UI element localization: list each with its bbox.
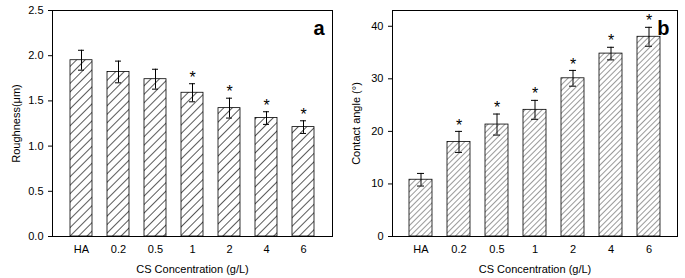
svg-text:6: 6 [646, 243, 652, 255]
svg-text:2: 2 [570, 243, 576, 255]
svg-text:4: 4 [608, 243, 614, 255]
svg-text:4: 4 [263, 243, 269, 255]
svg-text:2.0: 2.0 [28, 49, 43, 61]
svg-text:0.5: 0.5 [28, 185, 43, 197]
svg-text:1.5: 1.5 [28, 94, 43, 106]
svg-text:*: * [263, 97, 269, 114]
svg-text:10: 10 [371, 177, 383, 189]
svg-text:*: * [570, 56, 576, 73]
svg-text:a: a [313, 17, 325, 39]
svg-text:HA: HA [413, 243, 429, 255]
svg-text:2.5: 2.5 [28, 4, 43, 16]
svg-text:CS Concentration (g/L): CS Concentration (g/L) [479, 263, 592, 275]
svg-text:*: * [456, 117, 462, 134]
svg-text:Roughness(μm): Roughness(μm) [10, 84, 22, 162]
svg-text:*: * [532, 85, 538, 102]
svg-text:40: 40 [371, 20, 383, 32]
svg-text:HA: HA [74, 243, 90, 255]
svg-text:1.0: 1.0 [28, 140, 43, 152]
svg-text:30: 30 [371, 72, 383, 84]
svg-text:0.0: 0.0 [28, 230, 43, 242]
svg-text:CS Concentration (g/L): CS Concentration (g/L) [136, 263, 249, 275]
svg-text:0: 0 [377, 230, 383, 242]
svg-text:Contact angle (°): Contact angle (°) [350, 82, 362, 165]
svg-text:0.5: 0.5 [148, 243, 163, 255]
svg-text:20: 20 [371, 125, 383, 137]
svg-text:*: * [189, 69, 195, 86]
svg-text:*: * [608, 32, 614, 49]
svg-text:*: * [646, 12, 652, 29]
svg-text:*: * [494, 99, 500, 116]
svg-text:b: b [657, 17, 669, 39]
svg-text:*: * [300, 106, 306, 123]
svg-text:6: 6 [300, 243, 306, 255]
svg-text:1: 1 [532, 243, 538, 255]
svg-text:0.2: 0.2 [111, 243, 126, 255]
svg-text:1: 1 [189, 243, 195, 255]
svg-text:*: * [226, 83, 232, 100]
svg-text:0.2: 0.2 [451, 243, 466, 255]
svg-text:0.5: 0.5 [489, 243, 504, 255]
svg-text:2: 2 [226, 243, 232, 255]
